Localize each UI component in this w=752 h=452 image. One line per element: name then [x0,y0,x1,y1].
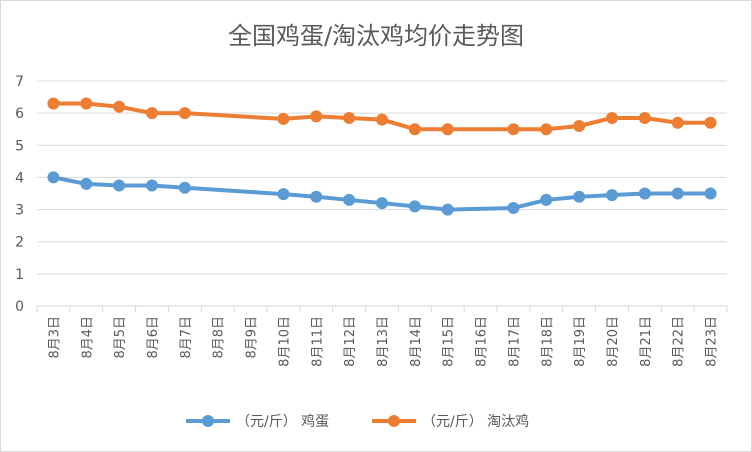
x-tick-label: 8月3日 [47,316,62,359]
data-point [80,97,93,110]
x-tick-label: 8月7日 [179,316,194,359]
x-tick-label: 8月10日 [277,316,292,367]
data-point [146,107,158,120]
data-point [606,111,618,124]
legend-label: （元/斤） 淘汰鸡 [422,413,529,430]
data-point [441,203,454,216]
data-point [310,110,323,123]
y-tick-label: 2 [15,235,24,251]
x-tick-label: 8月17日 [507,316,522,367]
data-point [573,120,586,132]
data-point [376,197,388,210]
data-point [47,171,60,184]
chart-title: 全国鸡蛋/淘汰鸡均价走势图 [228,22,524,50]
data-point [704,116,717,129]
data-point [178,181,191,194]
x-tick-label: 8月9日 [245,316,260,359]
legend-marker [388,415,400,427]
data-point [80,177,93,190]
data-point [277,112,290,125]
data-point [408,200,421,213]
data-point [178,107,191,120]
data-point [507,201,520,214]
data-point [671,187,684,200]
legend-item: （元/斤） 鸡蛋 [186,413,329,430]
data-point [606,189,618,202]
data-point [704,187,717,200]
data-point [441,123,454,136]
data-point [638,187,651,200]
y-tick-label: 1 [15,267,24,283]
y-tick-label: 5 [15,138,24,154]
data-point [277,188,290,201]
data-point [146,179,158,192]
x-tick-label: 8月14日 [409,316,424,367]
x-tick-label: 8月15日 [442,316,457,367]
data-point [113,100,126,113]
x-tick-label: 8月11日 [310,316,325,367]
x-tick-label: 8月8日 [212,316,227,359]
legend-label: （元/斤） 鸡蛋 [236,413,329,430]
data-point [376,113,388,126]
x-tick-label: 8月5日 [113,316,128,359]
y-tick-label: 7 [15,74,24,90]
data-point [671,116,684,129]
x-tick-label: 8月23日 [705,316,720,367]
data-point [638,111,651,124]
y-tick-label: 0 [15,299,24,315]
x-tick-label: 8月19日 [573,316,588,367]
y-tick-label: 3 [15,203,24,219]
data-point [540,193,553,206]
data-point [343,193,356,206]
x-tick-label: 8月13日 [376,316,391,367]
x-tick-label: 8月6日 [146,316,161,359]
x-tick-label: 8月18日 [540,316,555,367]
legend-marker [202,415,214,427]
x-tick-label: 8月4日 [80,316,95,359]
data-point [113,179,126,192]
y-tick-label: 6 [15,106,24,122]
data-point [310,190,323,203]
data-point [408,123,421,136]
x-tick-label: 8月21日 [639,316,654,367]
x-tick-label: 8月20日 [606,316,621,367]
y-tick-label: 4 [15,170,24,186]
x-tick-label: 8月12日 [343,316,358,367]
data-point [47,97,60,110]
legend-item: （元/斤） 淘汰鸡 [372,413,529,430]
data-point [507,123,520,136]
data-point [343,111,356,124]
x-tick-label: 8月22日 [672,316,687,367]
data-point [573,190,586,203]
data-point [540,123,553,136]
x-tick-label: 8月16日 [475,316,490,367]
